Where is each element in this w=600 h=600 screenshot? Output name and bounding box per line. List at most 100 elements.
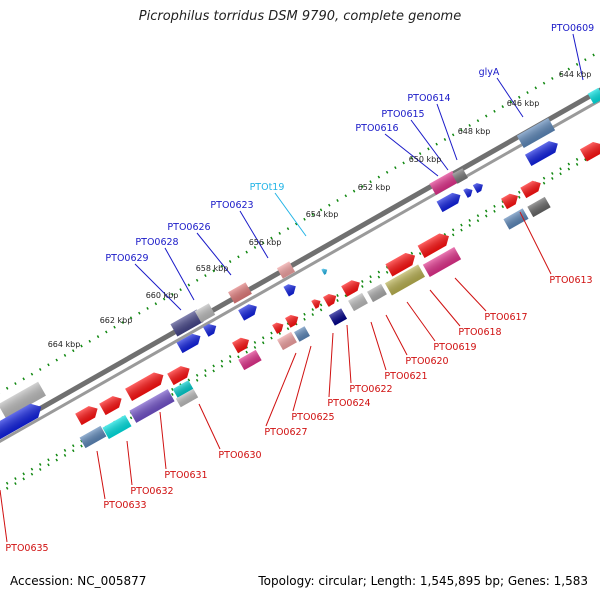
leader-line [198,403,221,450]
leader-line [384,133,439,177]
leader-line [328,332,334,398]
gene-feature [385,264,425,296]
leader-line [126,440,133,486]
gene-feature [472,183,483,194]
gene-feature [238,304,257,321]
backbone-upper-rail [0,87,600,435]
gene-feature [323,293,337,307]
leader-line [519,211,552,275]
leader-line [385,314,408,356]
gene-feature [175,388,199,408]
gene-feature [579,141,600,162]
gene-label: PTO0619 [433,342,476,353]
scale-line-bottom [0,149,600,494]
scale-label: 652 kbp [358,183,391,192]
leader-line [274,192,307,237]
gene-label: PTO0623 [210,200,253,211]
gene-feature [75,406,98,426]
scale-label: 644 kbp [559,70,592,79]
gene-feature [341,280,360,297]
leader-line [134,263,182,311]
scale-label: 660 kbp [146,291,179,300]
scale-label: 662 kbp [100,316,133,325]
scale-label: 656 kbp [249,238,282,247]
gene-label: glyA [479,67,500,78]
scale-line-upper [0,144,600,489]
leader-line [265,352,297,427]
gene-feature [194,303,216,323]
gene-label: PTO0613 [549,275,592,286]
leader-line [454,277,487,312]
gene-feature [452,168,468,184]
gene-feature [501,193,518,210]
gene-label: PTO0618 [458,327,501,338]
gene-feature [367,283,387,303]
leader-line [96,450,106,500]
scale-label: 658 kbp [196,264,229,273]
gene-feature [321,268,328,275]
genome-summary-text: Topology: circular; Length: 1,545,895 bp… [258,574,588,588]
leader-line [239,210,269,259]
gene-label: PTO0625 [291,412,334,423]
scale-label: 648 kbp [458,127,491,136]
gene-label: PTO0622 [349,384,392,395]
leader-line [346,324,352,384]
scale-label: 664 kbp [48,340,81,349]
gene-feature [463,188,473,198]
gene-label: PTO0614 [407,93,450,104]
gene-feature [283,284,296,297]
gene-label: PTOt19 [250,182,285,193]
label-leader-lines [0,33,584,543]
leader-line [0,489,8,543]
gene-label: PTO0626 [167,222,210,233]
gene-label: PTO0616 [355,123,398,134]
gene-feature [417,233,449,258]
gene-label: PTO0617 [484,312,527,323]
leader-line [292,345,312,412]
gene-feature [348,292,368,312]
leader-line [496,77,524,118]
gene-feature [129,389,175,423]
leader-line [572,33,584,81]
gene-feature [503,208,529,230]
gene-feature [228,282,252,304]
gene-feature [525,141,558,167]
leader-line [410,119,449,171]
leader-line [406,301,436,342]
gene-feature [272,322,284,334]
gene-label: PTO0635 [5,543,48,554]
gene-label: PTO0624 [327,398,370,409]
accession-text: Accession: NC_005877 [10,574,147,588]
gene-feature [238,349,262,371]
gene-label: PTO0620 [405,356,448,367]
map-title: Picrophilus torridus DSM 9790, complete … [138,9,462,24]
gene-feature [167,366,190,386]
gene-feature [79,425,107,449]
gene-feature [176,333,201,354]
gene-feature [102,414,132,440]
map-labels: 644 kbp 646 kbp 648 kbp 650 kbp 652 kbp 654 k… [5,23,594,554]
gene-label: PTO0633 [103,500,146,511]
gene-feature [0,381,46,419]
scale-label: 650 kbp [409,155,442,164]
gene-feature [125,372,164,401]
gene-feature [311,299,321,309]
gene-label: PTO0629 [105,253,148,264]
scale-line-top [0,49,600,394]
gene-label: PTO0630 [218,450,261,461]
gene-feature [203,323,217,337]
gene-feature [516,118,556,148]
backbone-lower-rail [0,98,600,444]
gene-feature [232,337,249,354]
leader-line [196,232,232,276]
gene-feature [422,247,462,277]
dotted-scale-lines [0,49,600,494]
gene-feature [385,252,416,277]
gene-feature [328,308,348,326]
gene-feature [294,326,310,342]
gene-feature [172,380,194,398]
gene-feature [170,309,204,337]
gene-features [0,87,600,449]
gene-feature [277,331,297,351]
